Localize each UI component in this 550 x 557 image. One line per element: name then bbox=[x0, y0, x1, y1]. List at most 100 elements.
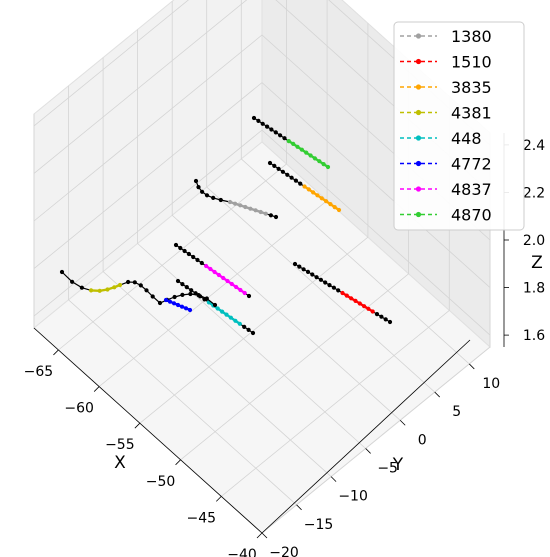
track-point bbox=[251, 115, 257, 121]
track-point bbox=[182, 248, 187, 254]
track-point bbox=[246, 293, 252, 299]
legend-item-4381: 4381 bbox=[400, 104, 492, 123]
track-4381 bbox=[59, 269, 218, 308]
track-point bbox=[183, 306, 189, 311]
track-point bbox=[328, 202, 333, 207]
track-point bbox=[379, 314, 384, 319]
legend-label: 4772 bbox=[451, 155, 492, 174]
track-point bbox=[269, 127, 274, 132]
track-point bbox=[117, 282, 123, 288]
track-point bbox=[196, 293, 201, 298]
track-point bbox=[211, 195, 216, 200]
y-tick-label: 0 bbox=[418, 432, 427, 448]
y-axis-line bbox=[261, 339, 471, 534]
track-point bbox=[178, 245, 183, 251]
tick-labels: −65−60−55−50−45−40 −20−15−10−505101.61.82… bbox=[24, 138, 546, 557]
legend-label: 1510 bbox=[451, 53, 492, 72]
track-point bbox=[263, 211, 268, 216]
track-point bbox=[195, 257, 200, 263]
y-tick-label: 5 bbox=[452, 404, 461, 420]
track-point bbox=[132, 280, 137, 285]
legend-swatch-marker bbox=[415, 186, 422, 192]
track-point bbox=[267, 160, 273, 166]
x-tick-mark bbox=[175, 459, 181, 466]
legend-item-448: 448 bbox=[400, 129, 482, 148]
track-point bbox=[325, 164, 331, 170]
track-point bbox=[272, 163, 277, 168]
track-point bbox=[273, 214, 279, 220]
track-point bbox=[200, 189, 205, 194]
track-point bbox=[218, 197, 223, 203]
x-axis-line bbox=[33, 327, 263, 534]
track-point bbox=[204, 296, 209, 301]
x-tick-mark bbox=[134, 422, 141, 429]
track-point bbox=[238, 287, 243, 293]
x-tick-label: −60 bbox=[64, 401, 94, 417]
track-point bbox=[242, 324, 247, 329]
x-axis-label: X bbox=[114, 453, 126, 473]
track-point bbox=[323, 280, 328, 285]
y-tick-label: −5 bbox=[377, 460, 398, 476]
grid-line-y bbox=[171, 1, 401, 421]
track-point bbox=[242, 290, 247, 296]
track-point bbox=[301, 267, 306, 272]
legend-item-1380: 1380 bbox=[400, 27, 492, 46]
track-point bbox=[191, 254, 196, 260]
x-tick-label: −40 bbox=[227, 547, 257, 557]
track-point bbox=[302, 184, 307, 189]
track-point bbox=[193, 178, 199, 184]
grid-line-y bbox=[68, 85, 297, 506]
track-highlight-4837 bbox=[205, 265, 246, 294]
track-highlight-4870 bbox=[288, 140, 329, 169]
legend-item-4772: 4772 bbox=[400, 155, 492, 174]
track-point bbox=[336, 207, 342, 213]
track-point bbox=[126, 279, 131, 285]
track-point bbox=[293, 178, 298, 183]
track-point bbox=[227, 199, 233, 205]
y-tick-mark bbox=[261, 532, 268, 539]
x-tick-mark bbox=[256, 532, 263, 539]
track-point bbox=[237, 321, 242, 326]
track-point bbox=[299, 147, 304, 152]
track-point bbox=[246, 327, 251, 332]
legend-swatch-marker bbox=[415, 135, 422, 141]
track-point bbox=[180, 282, 185, 287]
track-point bbox=[286, 139, 291, 144]
track-point bbox=[173, 242, 179, 248]
track-point bbox=[144, 288, 149, 293]
track-point bbox=[292, 261, 298, 267]
track-point bbox=[280, 169, 285, 174]
track-point bbox=[304, 150, 309, 155]
track-point bbox=[171, 301, 177, 306]
legend-swatch-marker bbox=[415, 160, 422, 167]
legend-label: 4870 bbox=[451, 206, 492, 225]
track-point bbox=[224, 312, 229, 317]
track-point bbox=[315, 193, 320, 198]
grid-line-y bbox=[137, 29, 366, 449]
track-point bbox=[189, 288, 194, 293]
track-point bbox=[229, 281, 234, 287]
track-point bbox=[317, 159, 322, 164]
track-point bbox=[196, 185, 201, 190]
legend-label: 4381 bbox=[451, 104, 492, 123]
track-point bbox=[175, 302, 181, 308]
track-point bbox=[225, 278, 230, 284]
trajectories bbox=[59, 115, 393, 336]
track-point bbox=[318, 277, 323, 282]
grid-line-y bbox=[240, 0, 470, 365]
track-point bbox=[305, 269, 311, 274]
track-point bbox=[253, 208, 258, 213]
track-point bbox=[349, 296, 354, 301]
track-point bbox=[278, 133, 283, 138]
track-point bbox=[215, 306, 220, 311]
track-point bbox=[70, 279, 75, 284]
track-point bbox=[204, 263, 209, 269]
track-point bbox=[79, 285, 84, 290]
z-tick-label: 2.0 bbox=[523, 233, 545, 249]
legend-item-4870: 4870 bbox=[400, 206, 492, 225]
legend: 1380 1510 3835 4381 448 4772 4837 4870 bbox=[393, 21, 525, 231]
x-tick-mark bbox=[53, 349, 59, 356]
y-tick-mark bbox=[365, 448, 371, 454]
track-point bbox=[138, 283, 143, 288]
